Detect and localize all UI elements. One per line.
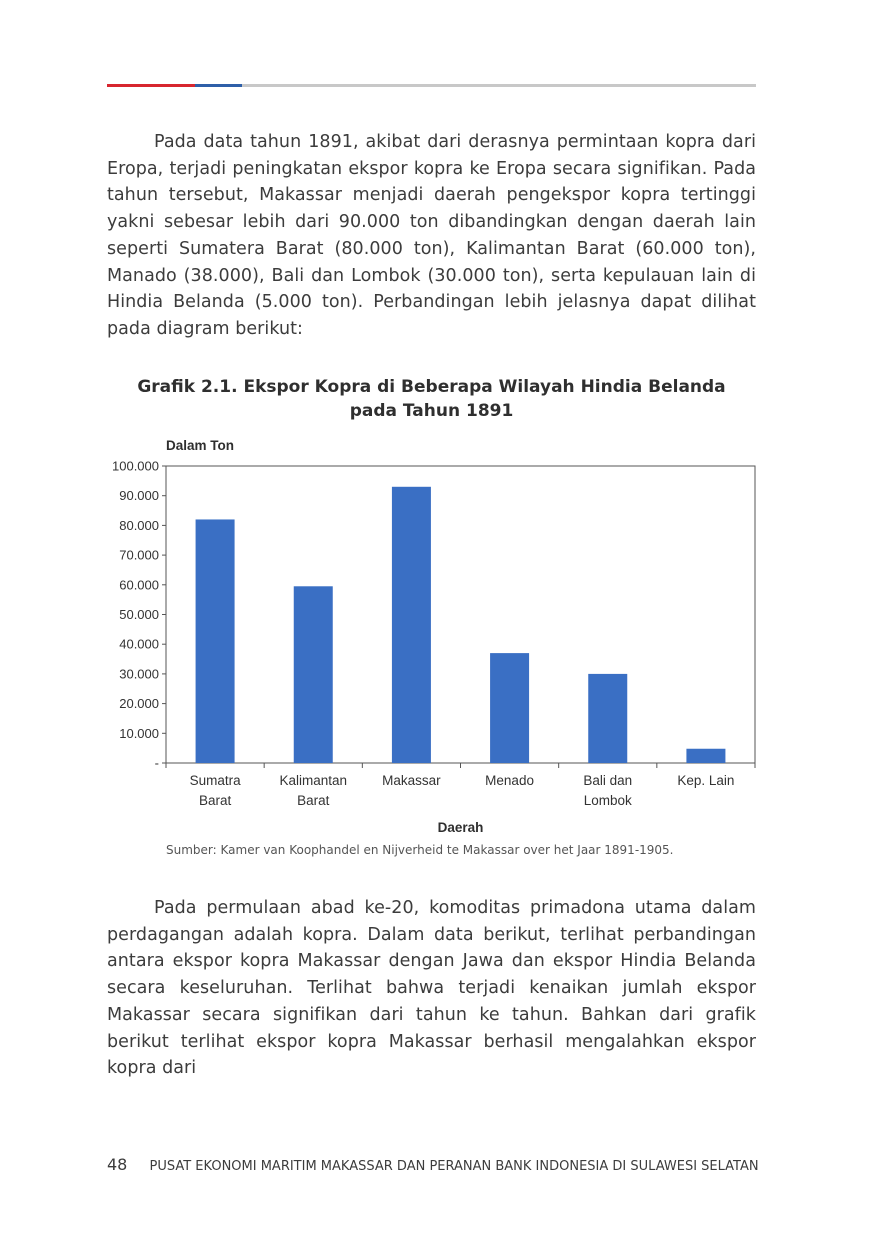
y-tick-label: 10.000 <box>119 726 159 741</box>
x-tick-label: Menado <box>485 773 534 788</box>
body-paragraph-1: Pada data tahun 1891, akibat dari derasn… <box>107 132 756 339</box>
y-tick-label: - <box>155 756 159 771</box>
x-axis-title: Daerah <box>438 820 484 835</box>
page-number: 48 <box>107 1155 128 1174</box>
page-footer: 48 PUSAT EKONOMI MARITIM MAKASSAR DAN PE… <box>107 1155 759 1174</box>
x-tick-label: Lombok <box>584 793 632 808</box>
x-tick-label: Sumatra <box>190 773 242 788</box>
running-title: PUSAT EKONOMI MARITIM MAKASSAR DAN PERAN… <box>149 1159 759 1174</box>
body-paragraph-2: Pada permulaan abad ke-20, komoditas pri… <box>107 898 756 1079</box>
y-tick-label: 30.000 <box>119 666 159 681</box>
chart-title-line-1: Grafik 2.1. Ekspor Kopra di Beberapa Wil… <box>137 377 726 397</box>
header-rule-red-accent <box>107 84 195 87</box>
x-tick-label: Barat <box>297 793 330 808</box>
y-tick-label: 40.000 <box>119 637 159 652</box>
y-tick-label: 80.000 <box>119 518 159 533</box>
bar-0 <box>195 519 235 763</box>
y-tick-label: 90.000 <box>119 488 159 503</box>
bar-1 <box>293 586 333 763</box>
bar-4 <box>588 673 628 763</box>
chart-title: Grafik 2.1. Ekspor Kopra di Beberapa Wil… <box>107 375 756 423</box>
y-axis-title: Dalam Ton <box>166 438 234 453</box>
y-tick-label: 20.000 <box>119 696 159 711</box>
x-tick-label: Kalimantan <box>279 773 347 788</box>
bar-chart: - 10.000 20.000 30.000 40.000 50.000 60.000 70.… <box>112 438 756 835</box>
y-tick-label: 100.000 <box>112 459 159 474</box>
x-tick-label: Kep. Lain <box>677 773 734 788</box>
x-tick-label: Bali dan <box>583 773 632 788</box>
bar-2 <box>391 486 431 763</box>
bar-3 <box>490 653 530 763</box>
y-tick-label: 70.000 <box>119 548 159 563</box>
plot-area-frame <box>165 465 756 764</box>
x-tick-label: Barat <box>199 793 232 808</box>
header-rule-blue-accent <box>195 84 242 87</box>
bar-5 <box>686 748 726 763</box>
y-tick-label: 60.000 <box>119 577 159 592</box>
y-tick-label: 50.000 <box>119 607 159 622</box>
x-tick-label: Makassar <box>382 773 441 788</box>
header-rule <box>107 84 756 87</box>
chart-title-line-2: pada Tahun 1891 <box>349 401 514 421</box>
chart-source-note: Sumber: Kamer van Koophandel en Nijverhe… <box>166 843 674 857</box>
